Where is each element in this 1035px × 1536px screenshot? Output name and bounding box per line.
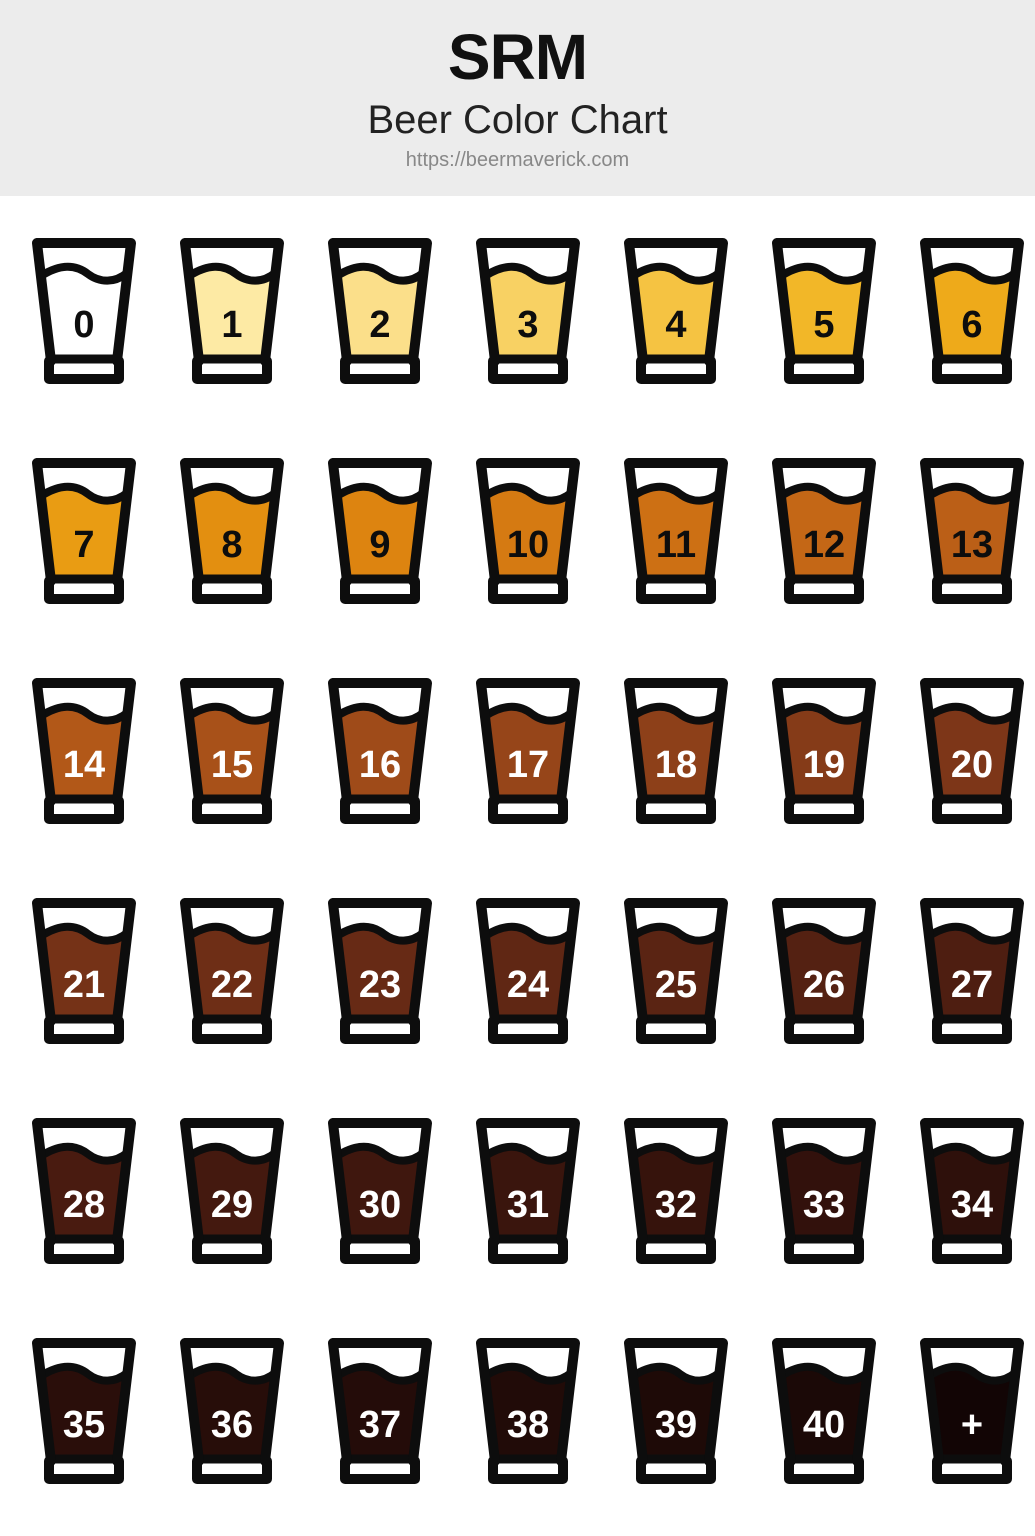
beer-glass-icon: 7: [30, 456, 138, 606]
srm-swatch: 15: [178, 676, 286, 826]
beer-glass-icon: 22: [178, 896, 286, 1046]
srm-swatch: 3: [474, 236, 582, 386]
beer-glass-icon: 5: [770, 236, 878, 386]
srm-swatch: 11: [622, 456, 730, 606]
beer-glass-icon: 19: [770, 676, 878, 826]
beer-glass-icon: 0: [30, 236, 138, 386]
srm-swatch: 32: [622, 1116, 730, 1266]
beer-glass-icon: 36: [178, 1336, 286, 1486]
beer-glass-icon: 2: [326, 236, 434, 386]
srm-swatch: 31: [474, 1116, 582, 1266]
srm-swatch: 37: [326, 1336, 434, 1486]
beer-glass-icon: 21: [30, 896, 138, 1046]
beer-glass-icon: 15: [178, 676, 286, 826]
srm-swatch: 16: [326, 676, 434, 826]
srm-swatch: 39: [622, 1336, 730, 1486]
beer-glass-icon: 3: [474, 236, 582, 386]
srm-swatch: 14: [30, 676, 138, 826]
beer-glass-icon: 31: [474, 1116, 582, 1266]
beer-glass-icon: 23: [326, 896, 434, 1046]
chart-header: SRM Beer Color Chart https://beermaveric…: [0, 0, 1035, 196]
beer-glass-icon: 28: [30, 1116, 138, 1266]
srm-swatch: 4: [622, 236, 730, 386]
beer-glass-icon: 14: [30, 676, 138, 826]
srm-swatch: 30: [326, 1116, 434, 1266]
beer-glass-icon: 1: [178, 236, 286, 386]
srm-swatch: 23: [326, 896, 434, 1046]
srm-swatch: 27: [918, 896, 1026, 1046]
srm-swatch: 7: [30, 456, 138, 606]
beer-glass-icon: 40: [770, 1336, 878, 1486]
beer-glass-icon: 34: [918, 1116, 1026, 1266]
beer-glass-icon: 18: [622, 676, 730, 826]
srm-swatch: 1: [178, 236, 286, 386]
srm-swatch: +: [918, 1336, 1026, 1486]
chart-title: SRM: [0, 20, 1035, 94]
srm-swatch: 36: [178, 1336, 286, 1486]
srm-swatch: 22: [178, 896, 286, 1046]
beer-glass-icon: 32: [622, 1116, 730, 1266]
beer-glass-icon: 17: [474, 676, 582, 826]
srm-swatch: 5: [770, 236, 878, 386]
chart-subtitle: Beer Color Chart: [0, 98, 1035, 143]
beer-glass-icon: 26: [770, 896, 878, 1046]
srm-swatch: 2: [326, 236, 434, 386]
srm-swatch: 35: [30, 1336, 138, 1486]
beer-glass-icon: 20: [918, 676, 1026, 826]
beer-glass-icon: 11: [622, 456, 730, 606]
beer-glass-icon: 4: [622, 236, 730, 386]
srm-swatch: 26: [770, 896, 878, 1046]
chart-source-url: https://beermaverick.com: [0, 149, 1035, 172]
beer-glass-icon: 10: [474, 456, 582, 606]
srm-swatch: 19: [770, 676, 878, 826]
srm-swatch: 10: [474, 456, 582, 606]
srm-swatch: 29: [178, 1116, 286, 1266]
beer-glass-icon: 29: [178, 1116, 286, 1266]
srm-swatch: 6: [918, 236, 1026, 386]
srm-grid: 0 1 2: [0, 196, 1035, 1536]
srm-swatch: 9: [326, 456, 434, 606]
beer-glass-icon: 35: [30, 1336, 138, 1486]
srm-swatch: 8: [178, 456, 286, 606]
srm-swatch: 28: [30, 1116, 138, 1266]
srm-swatch: 12: [770, 456, 878, 606]
srm-swatch: 20: [918, 676, 1026, 826]
srm-swatch: 24: [474, 896, 582, 1046]
beer-glass-icon: 39: [622, 1336, 730, 1486]
srm-swatch: 25: [622, 896, 730, 1046]
beer-glass-icon: 27: [918, 896, 1026, 1046]
srm-swatch: 21: [30, 896, 138, 1046]
beer-glass-icon: 24: [474, 896, 582, 1046]
srm-swatch: 33: [770, 1116, 878, 1266]
beer-glass-icon: 13: [918, 456, 1026, 606]
beer-glass-icon: 30: [326, 1116, 434, 1266]
srm-swatch: 40: [770, 1336, 878, 1486]
beer-glass-icon: 37: [326, 1336, 434, 1486]
srm-swatch: 34: [918, 1116, 1026, 1266]
beer-glass-icon: 38: [474, 1336, 582, 1486]
beer-glass-icon: 8: [178, 456, 286, 606]
srm-swatch: 0: [30, 236, 138, 386]
beer-glass-icon: 25: [622, 896, 730, 1046]
beer-glass-icon: 12: [770, 456, 878, 606]
srm-swatch: 17: [474, 676, 582, 826]
beer-glass-icon: 6: [918, 236, 1026, 386]
srm-swatch: 38: [474, 1336, 582, 1486]
beer-glass-icon: +: [918, 1336, 1026, 1486]
beer-glass-icon: 33: [770, 1116, 878, 1266]
beer-glass-icon: 16: [326, 676, 434, 826]
srm-swatch: 13: [918, 456, 1026, 606]
srm-swatch: 18: [622, 676, 730, 826]
beer-glass-icon: 9: [326, 456, 434, 606]
